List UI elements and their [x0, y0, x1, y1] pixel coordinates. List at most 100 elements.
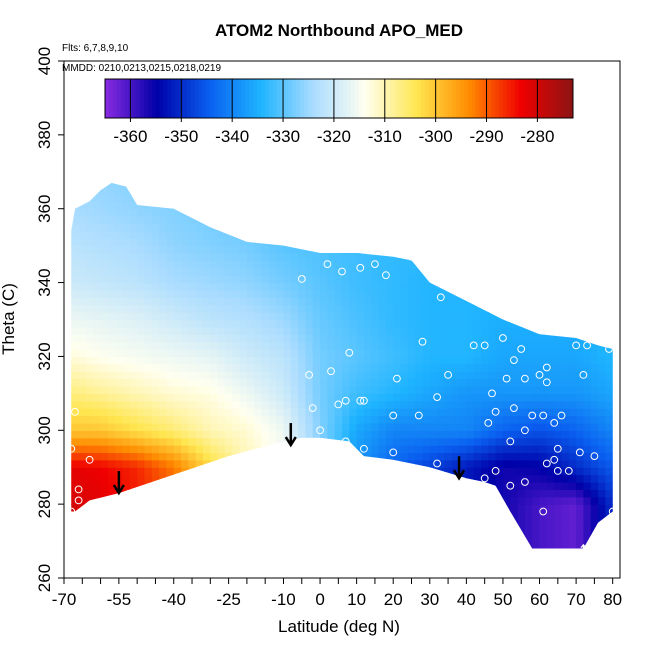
sample-point: [550, 419, 559, 427]
sample-point: [488, 389, 496, 398]
colorbar-tick-label: -320: [317, 127, 351, 146]
sample-point: [484, 419, 493, 427]
sample-point: [480, 341, 489, 350]
y-tick-label: 400: [35, 47, 54, 75]
colorbar-tick-label: -350: [164, 127, 198, 146]
sample-point: [323, 260, 332, 269]
sample-point: [499, 334, 507, 342]
sample-point: [74, 485, 83, 494]
sample-point: [583, 341, 591, 350]
y-tick-label: 260: [35, 564, 54, 592]
colorbar-tick-label: -340: [215, 127, 249, 146]
sample-point: [491, 467, 500, 475]
x-tick-label: -70: [52, 590, 77, 609]
sample-point: [67, 507, 76, 516]
sample-point: [418, 337, 427, 346]
sample-point: [528, 411, 537, 420]
sample-point: [539, 507, 548, 516]
colorbar-tick-label: -360: [113, 127, 147, 146]
sample-point: [316, 426, 325, 435]
sample-point: [393, 374, 401, 383]
sample-point: [341, 396, 350, 405]
flights-annotation: Flts: 6,7,8,9,10: [62, 43, 129, 54]
sample-point: [360, 444, 368, 453]
colorbar-tick-label: -330: [266, 127, 300, 146]
sample-point: [67, 444, 76, 453]
colorbar-tick-label: -280: [520, 127, 554, 146]
x-tick-label: 10: [347, 590, 366, 609]
sample-point: [535, 371, 544, 379]
profile-arrow: [284, 423, 297, 448]
x-tick-label: 40: [457, 590, 476, 609]
colorbar-frame: [104, 78, 574, 119]
sample-point: [433, 393, 442, 402]
sample-point: [371, 260, 379, 269]
sample-point: [334, 400, 343, 409]
sample-point: [575, 448, 584, 457]
x-tick-label: -10: [271, 590, 296, 609]
sample-points: [67, 252, 617, 516]
sample-point: [521, 478, 529, 486]
x-tick-label: 0: [315, 590, 324, 609]
x-tick-label: 20: [384, 590, 403, 609]
sample-point: [85, 455, 94, 464]
sample-point: [553, 467, 562, 475]
chart-title: ATOM2 Northbound APO_MED: [215, 21, 463, 40]
profile-arrow: [112, 471, 125, 496]
sample-point: [579, 371, 588, 379]
sample-point: [542, 363, 551, 372]
sample-point: [572, 341, 580, 350]
y-tick-label: 340: [35, 268, 54, 296]
sample-point: [389, 448, 398, 457]
sample-point: [542, 459, 551, 468]
y-tick-label: 300: [35, 416, 54, 444]
sample-point: [506, 437, 515, 446]
sample-point: [407, 252, 416, 261]
sample-point: [338, 267, 346, 276]
colorbar-tick-label: -290: [470, 127, 504, 146]
sample-point: [521, 426, 529, 435]
sample-point: [539, 411, 548, 420]
sample-point: [74, 496, 83, 505]
y-tick-label: 280: [35, 490, 54, 518]
sample-point: [356, 263, 365, 272]
sample-point: [491, 407, 500, 416]
sample-point: [521, 374, 529, 383]
sample-point: [557, 411, 566, 420]
sample-point: [71, 407, 79, 416]
colorbar-tick-label: -300: [419, 127, 453, 146]
x-axis: -70 -55 -40 -25 -10 0 10 20 30 40 50 60 70 80: [52, 578, 622, 609]
x-tick-label: -40: [161, 590, 186, 609]
sample-point: [590, 452, 599, 461]
sample-point: [550, 455, 559, 464]
sample-point: [297, 275, 306, 283]
x-tick-label: 50: [493, 590, 512, 609]
y-axis: 260 280 300 320 340 360 380 400: [35, 47, 64, 592]
sample-point: [360, 396, 368, 405]
sample-point: [506, 481, 515, 490]
sample-point: [480, 474, 489, 483]
sample-point: [345, 348, 354, 357]
colorbar-tick-label: -310: [368, 127, 402, 146]
profile-arrows: [112, 423, 587, 553]
sample-point: [433, 459, 442, 468]
sample-point: [502, 374, 511, 383]
x-tick-label: 70: [567, 590, 586, 609]
x-tick-label: 30: [420, 590, 439, 609]
x-tick-label: 60: [530, 590, 549, 609]
profile-arrow: [580, 543, 587, 553]
profile-arrow: [452, 456, 466, 481]
sample-point: [389, 411, 398, 420]
sample-point: [564, 467, 573, 475]
concentration-field: [71, 182, 613, 549]
sample-point: [436, 293, 445, 302]
sample-point: [553, 444, 562, 453]
y-tick-label: 380: [35, 121, 54, 149]
sample-point: [308, 404, 317, 413]
sample-point: [444, 371, 453, 379]
sample-point: [517, 345, 526, 353]
sample-point: [608, 507, 617, 516]
sample-point: [356, 396, 365, 405]
sample-point: [469, 341, 478, 350]
